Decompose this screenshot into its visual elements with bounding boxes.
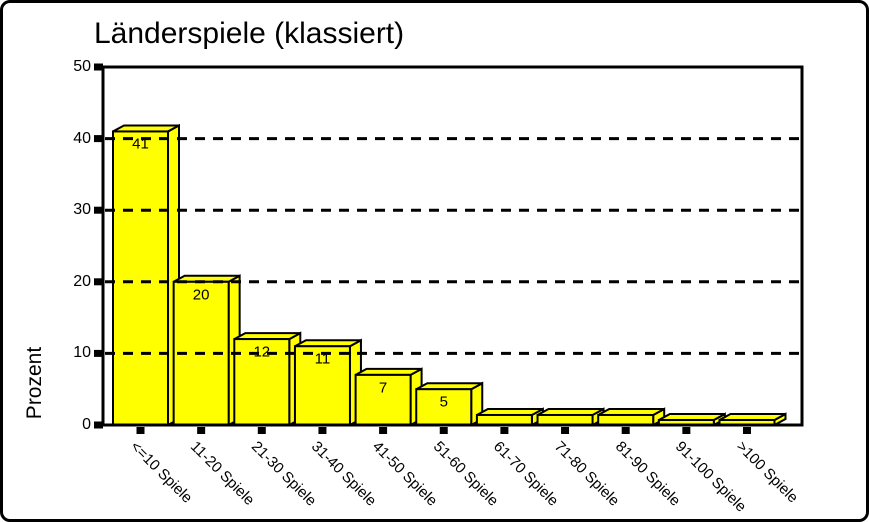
bar-value-label: 11 [314, 350, 331, 368]
bar-front-face [597, 413, 655, 427]
bar-front-face [233, 338, 291, 426]
x-axis-tick [439, 427, 448, 434]
y-axis-tick [94, 349, 103, 357]
y-axis-tick-label: 40 [73, 129, 91, 147]
y-axis-tick-label: 0 [82, 416, 91, 433]
bar-front-face [354, 373, 412, 427]
x-axis-tick [743, 427, 751, 434]
x-axis-tick [682, 427, 691, 434]
bar-value-label: 20 [192, 286, 210, 304]
y-axis-tick [94, 278, 103, 286]
bar-front-face [536, 413, 594, 427]
bar-value-label: 7 [378, 379, 388, 397]
x-axis-tick [500, 427, 509, 434]
bar-value-label: 12 [253, 343, 271, 361]
x-axis-tick [257, 427, 266, 434]
y-axis-tick-label: 20 [73, 272, 91, 290]
y-axis-tick [94, 135, 103, 143]
x-axis-tick [136, 427, 145, 434]
bar-value-label: 41 [132, 135, 149, 153]
plot-frame [101, 65, 804, 427]
chart-canvas [94, 63, 804, 434]
x-axis-tick [561, 427, 570, 434]
y-axis-tick [94, 63, 103, 71]
x-axis-tick [379, 427, 388, 434]
x-axis-tick [318, 427, 327, 434]
bar-front-face [112, 130, 169, 426]
x-axis-tick [621, 427, 630, 434]
bar-front-face [475, 413, 533, 427]
y-axis-tick-label: 50 [73, 58, 91, 75]
y-axis-tick [94, 206, 103, 214]
y-axis-tick-label: 30 [73, 201, 91, 219]
chart-title: Länderspiele (klassiert) [94, 17, 405, 50]
y-axis-tick-label: 10 [73, 344, 91, 362]
bar-front-face [415, 388, 473, 427]
x-axis-tick [197, 427, 206, 434]
y-axis-tick [94, 421, 103, 429]
bar-value-label: 5 [439, 393, 448, 411]
